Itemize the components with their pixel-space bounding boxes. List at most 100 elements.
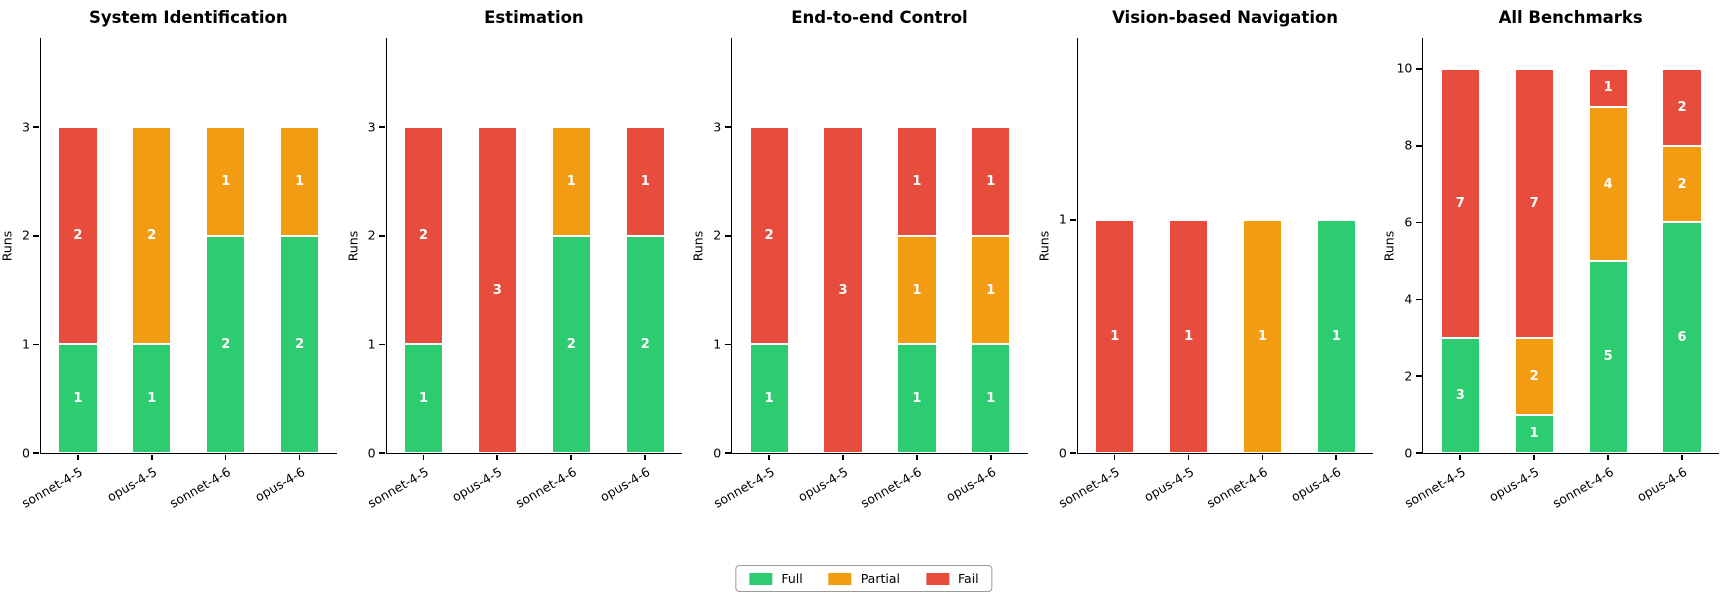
bar-segment-partial: 2 — [1662, 145, 1702, 223]
bar-segment-full: 2 — [280, 235, 320, 453]
x-tick-label: opus-4-5 — [1486, 464, 1542, 505]
x-tick-mark — [1533, 454, 1535, 460]
x-tick-label: sonnet-4-6 — [512, 464, 579, 511]
bar-value-label: 2 — [73, 228, 83, 244]
x-tick-label: sonnet-4-6 — [858, 464, 925, 511]
y-tick-mark — [1415, 221, 1422, 224]
y-tick-mark — [1415, 68, 1422, 70]
bar-value-label: 1 — [986, 282, 996, 298]
chart-panel-estimation: Estimation Runs 0 1 2 3 sonnet-4-5 1 2 opus-4-5 3 s… — [345, 0, 692, 520]
bar-segment-full: 1 — [58, 344, 98, 453]
plot-area: Runs 0 1 2 3 sonnet-4-5 1 2 opus-4-5 3 sonnet-4-6 2… — [345, 38, 683, 511]
bar-segment-full: 1 — [971, 344, 1011, 453]
plot-area: Runs 0 1 2 3 sonnet-4-5 1 2 opus-4-5 3 sonnet-4-6 1… — [691, 38, 1028, 511]
bar-segment-full: 1 — [132, 344, 172, 453]
x-tick-mark — [224, 454, 227, 460]
legend-swatch-partial-icon — [828, 572, 852, 585]
charts-row: System Identification Runs 0 1 2 3 sonnet-4-5 1… — [0, 0, 1728, 520]
chart-panel-vision-based-navigation: Vision-based Navigation Runs 0 1 sonnet-4-5 1… — [1036, 0, 1383, 520]
y-tick-mark — [378, 343, 385, 346]
y-tick-mark — [33, 452, 40, 454]
y-tick-label: 3 — [713, 118, 722, 134]
bar-value-label: 1 — [912, 391, 922, 407]
bar-value-label: 2 — [419, 228, 429, 244]
x-tick-mark — [1261, 454, 1264, 460]
bar-segment-full: 3 — [1440, 337, 1480, 453]
bar-value-label: 3 — [492, 282, 502, 298]
x-tick-mark — [915, 454, 918, 460]
bar-segment-fail: 3 — [823, 127, 863, 453]
x-tick-mark — [1459, 454, 1461, 460]
bar-segment-fail: 2 — [749, 127, 789, 345]
chart-title: Vision-based Navigation — [1112, 8, 1339, 27]
y-tick-label: 8 — [1404, 137, 1413, 153]
bar-value-label: 1 — [566, 173, 576, 189]
bar-value-label: 3 — [838, 282, 848, 298]
x-tick-mark — [422, 454, 425, 460]
bar-segment-partial: 2 — [132, 127, 172, 345]
bar-segment-fail: 1 — [1095, 219, 1135, 453]
bar-segment-fail: 7 — [1440, 68, 1480, 338]
chart-title: End-to-end Control — [791, 8, 968, 27]
bar-segment-fail: 7 — [1514, 68, 1554, 338]
bar-value-label: 4 — [1603, 176, 1613, 192]
plot-area: Runs 0 1 sonnet-4-5 1 opus-4-5 1 sonnet-4-6 1 opu… — [1036, 38, 1374, 511]
bar-value-label: 5 — [1603, 349, 1613, 365]
bar-segment-fail: 2 — [58, 127, 98, 345]
bar-segment-partial: 1 — [971, 235, 1011, 345]
plot-area: Runs 0 1 2 3 sonnet-4-5 1 2 opus-4-5 1 2 sonnet-4-6… — [0, 38, 337, 511]
bar-segment-partial: 2 — [1514, 337, 1554, 415]
x-tick-label: opus-4-6 — [943, 464, 999, 505]
bar-segment-partial: 1 — [551, 127, 591, 236]
bar-value-label: 2 — [295, 336, 305, 352]
y-tick-label: 2 — [713, 227, 722, 243]
bar-segment-full: 1 — [403, 344, 444, 453]
bar-segment-full: 1 — [749, 344, 789, 453]
y-tick-mark — [1415, 452, 1422, 454]
x-tick-label: sonnet-4-5 — [19, 464, 86, 511]
y-tick-label: 10 — [1396, 60, 1413, 76]
x-tick-mark — [150, 454, 153, 460]
bar-segment-fail: 1 — [1169, 219, 1209, 453]
bar-value-label: 7 — [1455, 195, 1465, 211]
y-tick-mark — [378, 235, 385, 237]
bar-value-label: 2 — [1529, 368, 1539, 384]
y-tick-mark — [1415, 375, 1422, 378]
x-tick-label: opus-4-6 — [1634, 464, 1690, 505]
x-tick-label: sonnet-4-5 — [1401, 464, 1468, 511]
y-tick-mark — [724, 126, 731, 129]
y-tick-label: 0 — [22, 444, 30, 460]
chart-title: All Benchmarks — [1498, 8, 1643, 27]
x-tick-mark — [496, 454, 499, 460]
x-tick-mark — [76, 454, 79, 460]
y-tick-label: 0 — [713, 444, 722, 460]
bar-value-label: 1 — [1603, 80, 1613, 96]
x-tick-label: opus-4-5 — [449, 464, 505, 505]
x-tick-label: sonnet-4-6 — [1204, 464, 1271, 511]
bar-value-label: 6 — [1677, 330, 1687, 346]
bar-value-label: 1 — [912, 282, 922, 298]
bar-value-label: 2 — [764, 228, 774, 244]
x-tick-label: sonnet-4-6 — [1549, 464, 1616, 511]
bar-value-label: 3 — [1455, 387, 1465, 403]
chart-panel-all-benchmarks: All Benchmarks Runs 0 2 4 6 8 10 sonnet-4-5 3 7 opu… — [1382, 0, 1728, 520]
y-tick-mark — [33, 343, 40, 346]
legend-label: Fail — [958, 571, 979, 586]
x-tick-label: sonnet-4-5 — [365, 464, 432, 511]
bar-segment-full: 5 — [1588, 260, 1628, 453]
bar-value-label: 7 — [1529, 195, 1539, 211]
legend-item-full: Full — [749, 571, 803, 586]
bar-value-label: 2 — [1677, 99, 1687, 115]
y-axis-label: Runs — [345, 230, 361, 261]
y-tick-mark — [378, 126, 385, 129]
bar-value-label: 2 — [566, 336, 576, 352]
x-tick-mark — [644, 454, 646, 460]
x-tick-label: opus-4-5 — [104, 464, 160, 505]
chart-title: System Identification — [88, 8, 288, 27]
x-tick-mark — [1335, 454, 1338, 460]
bar-value-label: 1 — [764, 391, 774, 407]
bar-value-label: 1 — [912, 173, 922, 189]
legend-label: Full — [781, 571, 803, 586]
y-tick-label: 2 — [22, 227, 30, 243]
